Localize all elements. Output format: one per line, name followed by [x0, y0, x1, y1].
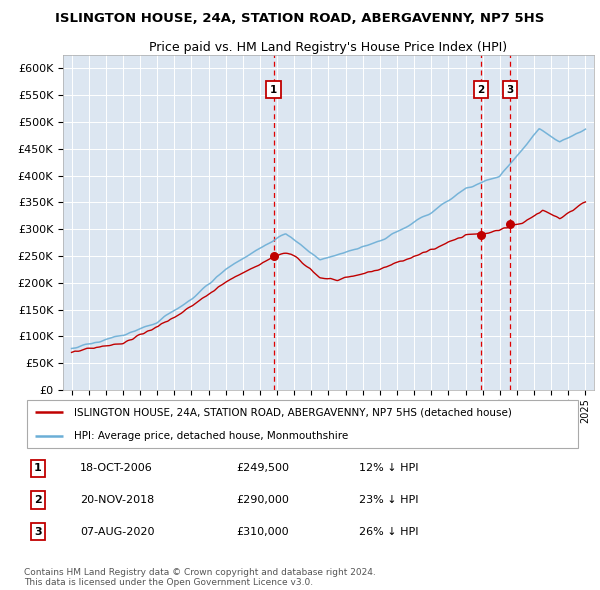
Text: ISLINGTON HOUSE, 24A, STATION ROAD, ABERGAVENNY, NP7 5HS (detached house): ISLINGTON HOUSE, 24A, STATION ROAD, ABER…: [74, 407, 512, 417]
Text: ISLINGTON HOUSE, 24A, STATION ROAD, ABERGAVENNY, NP7 5HS: ISLINGTON HOUSE, 24A, STATION ROAD, ABER…: [55, 12, 545, 25]
Text: 20-NOV-2018: 20-NOV-2018: [80, 495, 154, 505]
Text: 1: 1: [34, 463, 42, 473]
Text: 12% ↓ HPI: 12% ↓ HPI: [359, 463, 418, 473]
Text: 2: 2: [34, 495, 42, 505]
Text: £290,000: £290,000: [236, 495, 289, 505]
Text: Contains HM Land Registry data © Crown copyright and database right 2024.
This d: Contains HM Land Registry data © Crown c…: [24, 568, 376, 587]
Point: [269, 251, 278, 261]
Text: 1: 1: [270, 85, 277, 95]
FancyBboxPatch shape: [27, 400, 578, 448]
Title: Price paid vs. HM Land Registry's House Price Index (HPI): Price paid vs. HM Land Registry's House …: [149, 41, 508, 54]
Text: HPI: Average price, detached house, Monmouthshire: HPI: Average price, detached house, Monm…: [74, 431, 349, 441]
Text: 3: 3: [34, 527, 42, 537]
Text: 26% ↓ HPI: 26% ↓ HPI: [359, 527, 418, 537]
Point: [476, 230, 486, 240]
Text: £249,500: £249,500: [236, 463, 289, 473]
Text: £310,000: £310,000: [236, 527, 289, 537]
Text: 07-AUG-2020: 07-AUG-2020: [80, 527, 154, 537]
Text: 23% ↓ HPI: 23% ↓ HPI: [359, 495, 418, 505]
Text: 2: 2: [478, 85, 485, 95]
Text: 18-OCT-2006: 18-OCT-2006: [80, 463, 152, 473]
Point: [505, 219, 515, 228]
Text: 3: 3: [506, 85, 514, 95]
